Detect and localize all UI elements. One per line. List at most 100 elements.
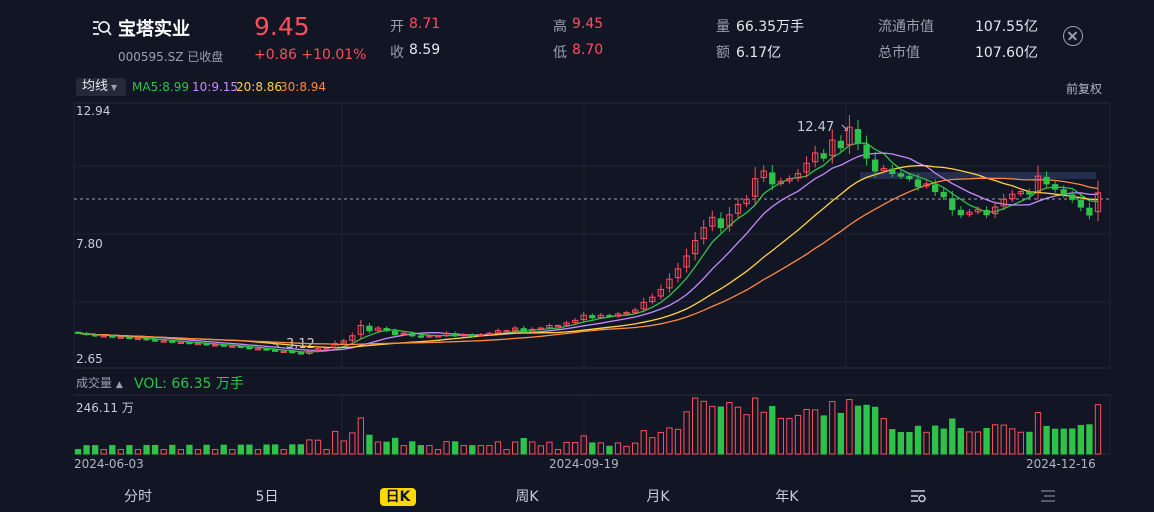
y-axis-top: 12.94 — [76, 104, 110, 118]
candle — [143, 337, 150, 341]
volume-bar — [134, 449, 142, 455]
candle — [1043, 171, 1050, 189]
candle — [880, 164, 887, 174]
candle — [400, 331, 407, 336]
candle — [314, 346, 322, 353]
candle — [1077, 194, 1085, 212]
candle — [966, 209, 973, 217]
volume-bar — [863, 404, 870, 455]
tab-yearly[interactable]: 年K — [775, 489, 799, 505]
volume-bar — [1051, 428, 1059, 455]
volume-bar — [949, 418, 956, 455]
volume-indicator[interactable]: 成交量 ▲ — [76, 374, 123, 391]
ma5-line — [77, 142, 1099, 353]
volume-bar — [709, 405, 716, 455]
candle — [580, 311, 587, 323]
high-value: 9.45 — [572, 16, 604, 32]
volume-bar — [237, 444, 245, 455]
volume-bar — [74, 449, 82, 455]
volume-bar — [400, 445, 407, 455]
indicator-select[interactable]: 均线 ▼ — [76, 78, 126, 96]
volume-bar — [983, 428, 990, 455]
volume-bar — [280, 449, 287, 455]
candle — [717, 212, 725, 233]
volume-bar — [169, 444, 176, 455]
candle — [529, 327, 536, 334]
volume-bar — [349, 432, 356, 455]
candle — [777, 177, 785, 187]
candle — [820, 148, 827, 162]
volume-bar — [829, 401, 836, 455]
volume-bar — [623, 445, 630, 455]
stock-search-icon[interactable] — [92, 19, 112, 37]
volume-bars — [74, 397, 1102, 455]
chart-settings-icon[interactable] — [910, 489, 926, 503]
candle — [983, 206, 990, 219]
candle — [537, 326, 545, 331]
candle — [520, 325, 527, 335]
candles — [74, 115, 1102, 355]
volume-bar — [794, 414, 802, 455]
volume-bar — [374, 441, 382, 455]
candle — [220, 343, 227, 348]
volume-bar — [1000, 424, 1007, 455]
volume-bar — [460, 445, 467, 455]
volume-bar — [571, 442, 579, 455]
tab-weekly[interactable]: 周K — [515, 489, 539, 505]
volume-bar — [91, 445, 99, 455]
total-cap-value: 107.60亿 — [975, 45, 1038, 61]
volume-bar — [657, 431, 665, 455]
close-icon[interactable] — [1063, 26, 1083, 46]
candle — [117, 336, 125, 339]
candle — [194, 342, 202, 346]
volume-bar — [203, 444, 210, 455]
indicator-label: 均线 — [82, 79, 109, 94]
chart-grid — [73, 102, 1111, 455]
volume-bar — [631, 442, 639, 455]
candle — [1051, 180, 1059, 193]
high-label: 高 — [553, 19, 567, 35]
tab-monthly[interactable]: 月K — [646, 489, 670, 505]
volume-bar — [520, 438, 527, 455]
candle — [614, 311, 622, 318]
tab-daily[interactable]: 日K — [372, 486, 424, 506]
candle — [1026, 188, 1033, 197]
candle — [1017, 188, 1025, 197]
low-label: 低 — [553, 45, 567, 61]
candle — [837, 135, 845, 153]
candle — [349, 332, 356, 343]
volume-bar — [580, 435, 587, 455]
volume-bar — [889, 429, 896, 455]
candle — [186, 341, 193, 345]
candle — [829, 129, 836, 164]
candle — [991, 201, 999, 218]
volume-bar — [383, 441, 390, 455]
volume-bar — [563, 441, 570, 455]
volume-bar — [160, 449, 167, 455]
candle — [734, 197, 742, 219]
volume-bar — [443, 441, 450, 455]
candle — [263, 347, 270, 352]
volume-bar — [966, 431, 973, 455]
volume-bar — [811, 409, 819, 455]
volume-bar — [991, 424, 999, 455]
candle — [237, 344, 245, 349]
volume-bar — [931, 425, 939, 455]
low-value: 8.70 — [572, 42, 604, 58]
volume-bar — [409, 441, 416, 455]
candle — [109, 334, 116, 339]
adjust-mode[interactable]: 前复权 — [1066, 82, 1103, 96]
menu-list-icon[interactable] — [1040, 489, 1056, 503]
candle — [631, 307, 639, 315]
volume-bar — [177, 449, 185, 455]
volume-axis-max: 246.11 万 — [76, 401, 134, 415]
candle — [297, 351, 305, 355]
candle — [940, 187, 947, 201]
candle — [657, 284, 665, 300]
tab-5day[interactable]: 5日 — [255, 489, 279, 505]
candle — [331, 340, 339, 351]
candle — [229, 345, 236, 348]
ma10-line — [77, 152, 1099, 352]
tab-intraday[interactable]: 分时 — [124, 489, 152, 505]
